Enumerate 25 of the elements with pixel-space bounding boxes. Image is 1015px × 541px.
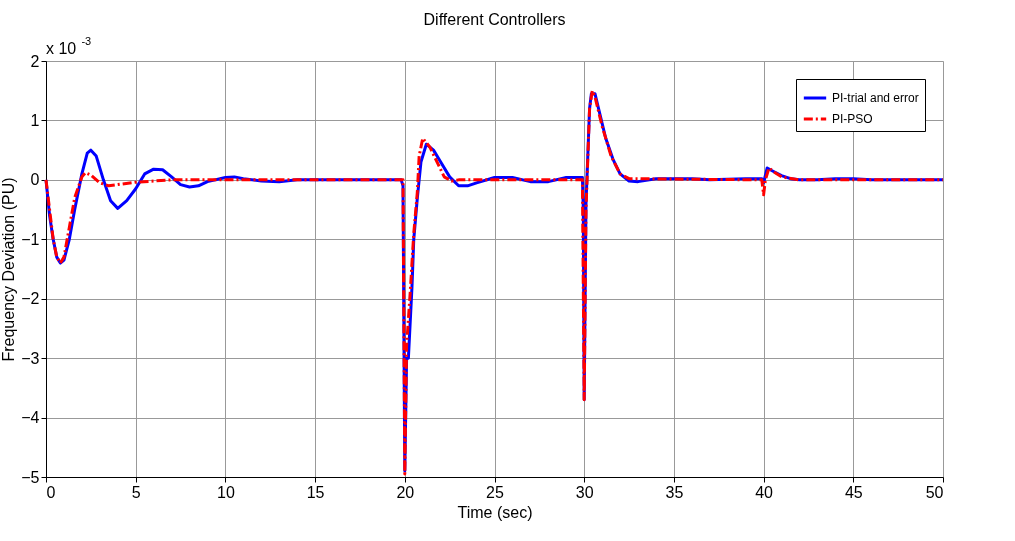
x-tick-label: 30 bbox=[575, 483, 594, 501]
x-tick-label: 15 bbox=[306, 483, 325, 501]
y-tick-label: −3 bbox=[21, 349, 40, 367]
y-tick-label: 1 bbox=[30, 111, 40, 129]
y-tick-label: −5 bbox=[21, 468, 40, 486]
x-tick-label: 20 bbox=[396, 483, 415, 501]
y-tick-label: 0 bbox=[30, 171, 40, 189]
y-tick-label: 2 bbox=[30, 52, 40, 70]
y-tick-label: −2 bbox=[21, 290, 40, 308]
legend-label: PI-trial and error bbox=[832, 91, 919, 105]
x-tick-label: 40 bbox=[755, 483, 774, 501]
y-tick-label: −1 bbox=[21, 230, 40, 248]
legend-label: PI-PSO bbox=[832, 112, 873, 126]
x-tick-label: 5 bbox=[131, 483, 141, 501]
chart-title: Different Controllers bbox=[423, 11, 566, 28]
x-tick-label: 25 bbox=[486, 483, 504, 501]
x-tick-label: 10 bbox=[217, 483, 235, 501]
y-axis-title: Frequency Deviation (PU) bbox=[0, 177, 18, 362]
x-tick-label: 50 bbox=[925, 483, 944, 501]
x-tick-label: 35 bbox=[665, 483, 684, 501]
x-tick-label: 45 bbox=[844, 483, 863, 501]
x-axis-title: Time (sec) bbox=[457, 503, 533, 521]
x-tick-label: 0 bbox=[46, 483, 56, 501]
y-tick-label: −4 bbox=[21, 409, 40, 427]
text: x 10-3 bbox=[46, 35, 92, 57]
